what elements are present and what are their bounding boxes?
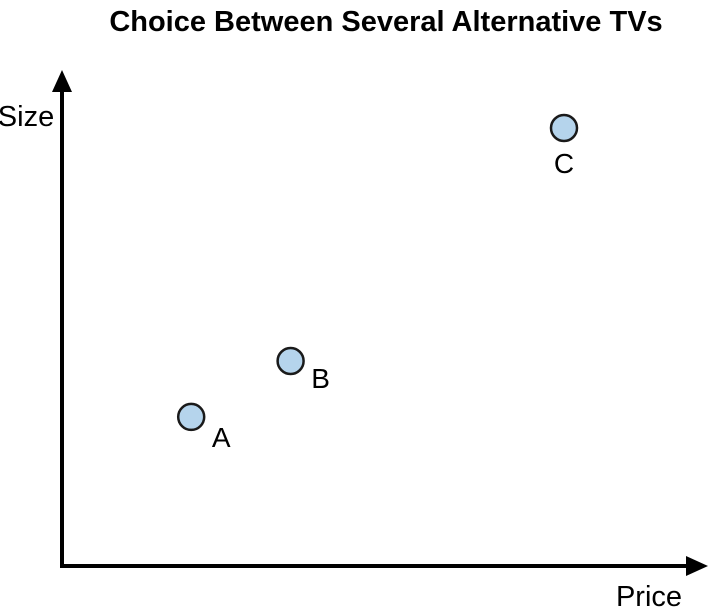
point-b [276, 346, 305, 376]
y-axis-label: Size [0, 101, 54, 133]
point-label-a: A [212, 422, 231, 453]
point-label-c: C [554, 148, 574, 179]
point-a [176, 402, 206, 432]
data-points: A B C [176, 113, 579, 453]
y-axis-arrowhead [52, 70, 72, 92]
x-axis-label: Price [616, 581, 682, 613]
point-c [549, 113, 579, 143]
x-axis-arrowhead [686, 556, 708, 576]
point-label-b: B [311, 363, 330, 394]
chart-title: Choice Between Several Alternative TVs [109, 6, 662, 38]
